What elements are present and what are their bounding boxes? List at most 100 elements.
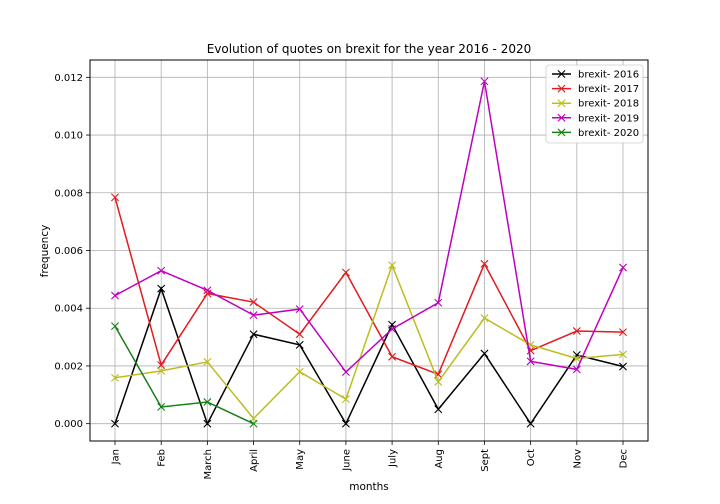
data-point	[157, 361, 166, 370]
marker-stroke	[572, 354, 581, 363]
marker-stroke	[434, 298, 443, 307]
data-point	[388, 261, 397, 270]
data-point	[157, 266, 166, 275]
legend-entry: brexit- 2017	[552, 84, 639, 95]
data-point	[295, 367, 304, 376]
x-tick-label: Oct	[526, 449, 537, 466]
marker-stroke	[526, 419, 535, 428]
marker-stroke	[111, 193, 119, 202]
series-lines	[111, 77, 627, 428]
y-tick-label: 0.006	[54, 246, 83, 257]
data-point	[526, 357, 535, 366]
x-tick-label: July	[388, 449, 399, 468]
legend-entry: brexit- 2019	[552, 113, 639, 124]
marker-stroke	[480, 314, 489, 323]
series-5	[111, 322, 258, 428]
legend-marker	[557, 113, 566, 122]
data-point	[111, 322, 119, 331]
data-point	[619, 362, 627, 371]
data-point	[434, 405, 443, 414]
y-tick-label: 0.012	[54, 73, 83, 84]
x-tick-label: June	[341, 449, 352, 472]
marker-stroke	[295, 340, 304, 349]
legend-entry: brexit- 2020	[552, 128, 639, 139]
series-4	[111, 77, 627, 377]
legend-marker	[557, 99, 566, 108]
data-point	[295, 340, 304, 349]
data-point	[341, 268, 350, 277]
marker-stroke	[157, 402, 166, 411]
marker-stroke	[157, 361, 166, 370]
marker-stroke	[341, 395, 350, 404]
x-tick-label: Sept	[480, 449, 491, 472]
data-point	[526, 419, 535, 428]
marker-stroke	[619, 362, 627, 371]
x-tick-label: Feb	[157, 449, 168, 467]
data-point	[295, 330, 304, 339]
data-point	[619, 328, 627, 337]
marker-stroke	[203, 398, 212, 407]
data-point	[341, 395, 350, 404]
data-point	[572, 365, 581, 374]
y-axis-ticks: 0.000 0.002 0.004 0.006 0.008 0.010 0.012	[54, 73, 90, 430]
data-point	[249, 330, 258, 339]
data-point	[157, 402, 166, 411]
data-point	[619, 350, 627, 359]
marker-stroke	[249, 419, 258, 428]
marker-stroke	[619, 263, 627, 272]
marker-stroke	[557, 113, 566, 122]
series-line	[114, 81, 624, 374]
x-tick-label: Nov	[572, 449, 583, 469]
marker-stroke	[341, 419, 350, 428]
series-line	[114, 197, 624, 376]
legend-marker	[557, 84, 566, 93]
data-point	[572, 354, 581, 363]
marker-stroke	[619, 328, 627, 337]
legend-entry: brexit- 2018	[552, 99, 639, 110]
legend-label: brexit- 2016	[578, 70, 639, 81]
marker-stroke	[157, 266, 166, 275]
data-point	[480, 349, 489, 358]
marker-stroke	[572, 327, 581, 336]
marker-stroke	[111, 291, 119, 300]
x-tick-label: April	[249, 449, 260, 472]
marker-stroke	[111, 373, 119, 382]
marker-stroke	[619, 350, 627, 359]
x-tick-label: March	[203, 449, 214, 479]
data-point	[249, 298, 258, 307]
x-axis-label: months	[349, 481, 389, 493]
marker-stroke	[341, 368, 350, 377]
marker-stroke	[388, 261, 397, 270]
data-point	[111, 291, 119, 300]
legend-label: brexit- 2020	[578, 128, 639, 139]
data-point	[203, 398, 212, 407]
data-point	[434, 298, 443, 307]
marker-stroke	[249, 311, 258, 320]
data-point	[341, 419, 350, 428]
y-tick-label: 0.004	[54, 304, 83, 315]
data-point	[341, 368, 350, 377]
marker-stroke	[295, 330, 304, 339]
data-point	[249, 419, 258, 428]
data-point	[388, 325, 397, 333]
marker-stroke	[157, 284, 166, 293]
marker-stroke	[341, 268, 350, 277]
marker-stroke	[203, 357, 212, 366]
data-point	[203, 357, 212, 366]
x-tick-label: Jan	[111, 449, 122, 465]
marker-stroke	[203, 286, 212, 295]
marker-stroke	[526, 357, 535, 366]
marker-stroke	[157, 366, 166, 375]
legend-marker	[557, 128, 566, 137]
chart-title: Evolution of quotes on brexit for the ye…	[207, 42, 532, 56]
marker-stroke	[480, 259, 489, 268]
y-axis-label: frequency	[39, 225, 51, 278]
data-point	[203, 286, 212, 295]
x-tick-label: Dec	[619, 449, 630, 468]
legend-entry: brexit- 2016	[552, 70, 639, 81]
legend-label: brexit- 2019	[578, 113, 639, 124]
series-line	[114, 263, 624, 420]
data-point	[572, 327, 581, 336]
